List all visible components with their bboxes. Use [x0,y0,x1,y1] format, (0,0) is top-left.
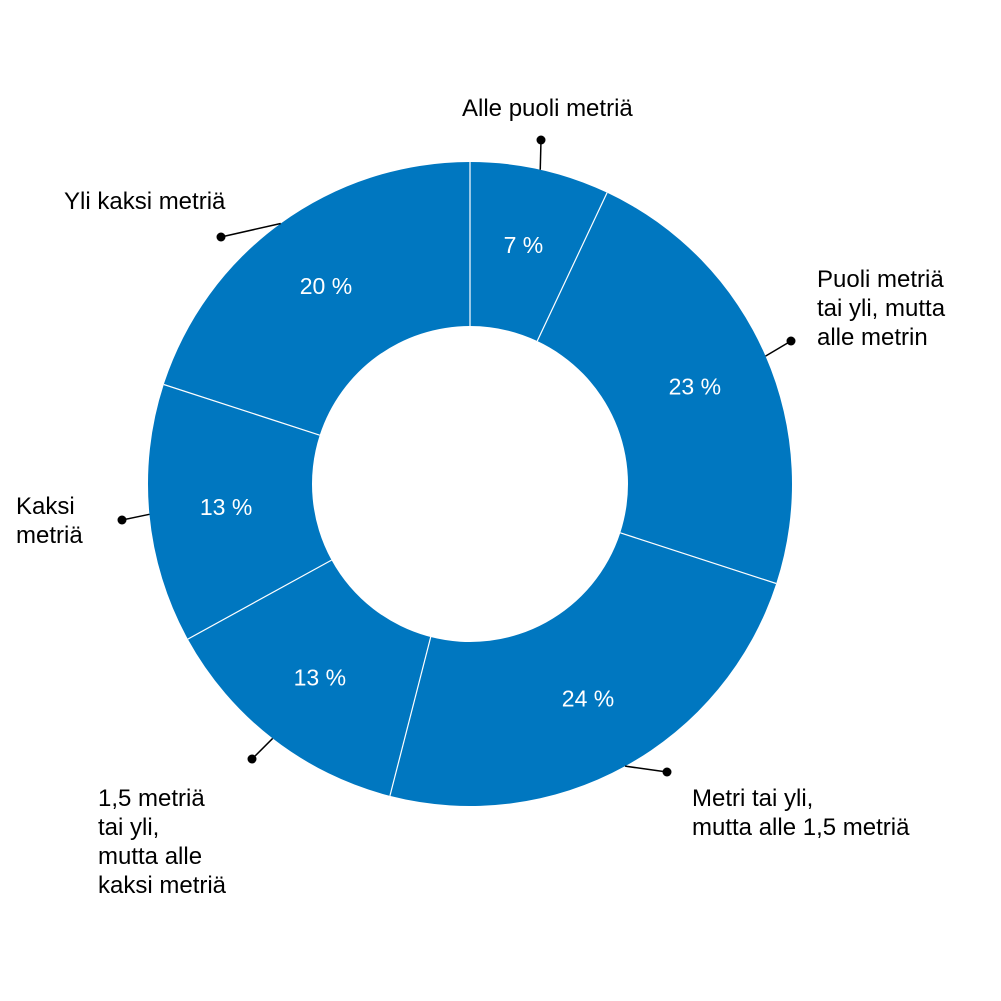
value-label: 24 % [562,686,614,712]
value-labels-group: 7 % 23 % 24 % 13 % 13 % 20 % [200,232,721,712]
slice-separator [163,383,320,436]
leader-line [251,737,274,760]
leader-line [220,222,281,238]
donut-slice [148,384,332,640]
leader-line [765,340,792,357]
category-label-line: Alle puoli metriä [462,95,633,122]
category-label-line: kaksi metriä [98,872,227,899]
leader-dot [247,754,257,764]
category-label-line: Yli kaksi metriä [64,188,226,215]
donut-slice [537,192,793,584]
category-label: Metri tai yli, mutta alle 1,5 metriä [692,785,910,841]
separators-group [163,162,777,797]
donut-slice [470,162,608,342]
category-label: Yli kaksi metriä [64,188,226,215]
category-label-line: Metri tai yli, [692,785,813,812]
slices-group [148,162,793,806]
category-label-line: mutta alle [98,843,202,870]
category-label-line: Kaksi [16,493,75,520]
leaders-group [117,135,796,777]
donut-slice [389,532,777,806]
value-label: 13 % [294,665,346,691]
category-label-line: tai yli, mutta [817,295,946,322]
category-label-line: metriä [16,522,83,549]
slice-separator [389,636,432,797]
category-label-line: tai yli, [98,814,159,841]
slice-separator [187,559,332,640]
category-label-line: mutta alle 1,5 metriä [692,814,910,841]
donut-slice [187,560,431,796]
leader-dot [536,135,546,145]
category-label: 1,5 metriä tai yli, mutta alle kaksi metriä [98,785,227,899]
leader-dot [786,336,796,346]
category-label: Puoli metriä tai yli, mutta alle metrin [817,266,946,351]
leader-dot [216,232,226,242]
category-label: Alle puoli metriä [462,95,633,122]
category-label: Kaksi metriä [16,493,83,549]
leader-dot [662,767,672,777]
category-label-line: 1,5 metriä [98,785,205,812]
leader-line [539,139,542,170]
category-label-line: alle metrin [817,324,928,351]
donut-slice [163,162,470,436]
value-label: 20 % [300,273,352,299]
value-label: 13 % [200,494,252,520]
leader-dot [117,515,127,525]
leader-line [625,765,668,773]
slice-separator [620,532,777,585]
value-label: 23 % [669,374,721,400]
category-label-line: Puoli metriä [817,266,944,293]
value-label: 7 % [504,232,544,258]
slice-separator [536,192,608,342]
leader-line [121,513,150,521]
